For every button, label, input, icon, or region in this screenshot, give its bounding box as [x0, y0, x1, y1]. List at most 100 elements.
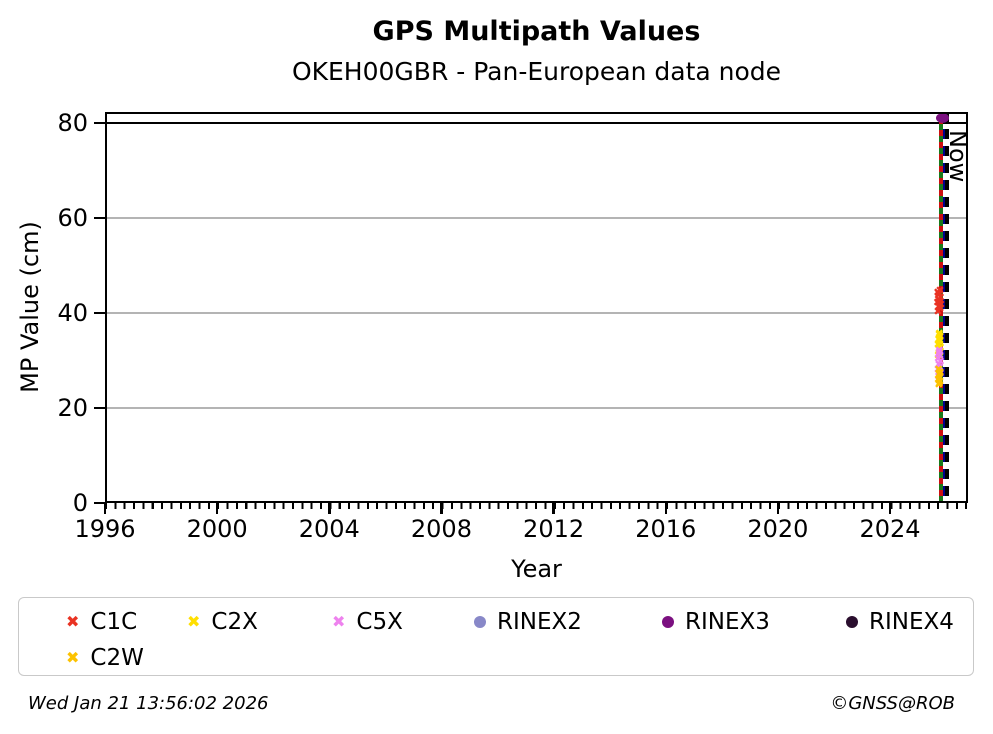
y-tick-label: 60: [57, 203, 88, 232]
data-point-c2w: ✖: [935, 370, 945, 384]
data-point-c2x: ✖: [934, 339, 944, 353]
data-point-c1c: ✖: [934, 295, 944, 309]
data-point-c2x: ✖: [935, 334, 945, 348]
copyright-credit: ©GNSS@ROB: [830, 693, 955, 714]
data-point-c5x: ✖: [933, 352, 943, 366]
y-axis-tick: [94, 311, 105, 315]
data-extent-line: [939, 112, 943, 503]
data-point-c2x: ✖: [935, 346, 945, 360]
data-point-c2w: ✖: [934, 368, 944, 382]
data-point-c2x: ✖: [935, 334, 945, 348]
y-gridline: [105, 312, 968, 314]
legend-label: RINEX4: [869, 608, 954, 635]
data-point-c2x: ✖: [933, 349, 943, 363]
legend-label: C2W: [90, 644, 144, 671]
y-tick-label: 20: [57, 393, 88, 422]
now-annotation: Now: [944, 130, 972, 183]
data-point-c2w: ✖: [935, 365, 945, 379]
y-axis-tick: [94, 121, 105, 125]
x-axis-label: Year: [511, 555, 562, 583]
x-tick-label: 1996: [74, 515, 136, 543]
legend-label: RINEX3: [685, 608, 770, 635]
data-point-c1c: ✖: [933, 292, 943, 306]
data-point-c2x: ✖: [934, 328, 944, 342]
legend-row: ✖ C2W: [66, 642, 965, 674]
data-point-c2x: ✖: [933, 337, 943, 351]
y-axis-tick: [94, 216, 105, 220]
legend-label: RINEX2: [497, 608, 582, 635]
data-point-c5x: ✖: [935, 360, 945, 374]
x-marker-icon: ✖: [66, 612, 80, 631]
data-point-c5x: ✖: [934, 346, 944, 360]
data-point-c1c: ✖: [932, 296, 943, 310]
x-tick-label: 2008: [410, 515, 472, 543]
data-point-c2x: ✖: [935, 340, 946, 354]
legend-item-c2w: ✖ C2W: [66, 644, 187, 671]
x-tick-label: 2024: [859, 515, 921, 543]
data-point-c1c: ✖: [933, 304, 943, 318]
plot-timestamp: Wed Jan 21 13:56:02 2026: [28, 693, 269, 714]
data-point-c2x: ✖: [934, 326, 945, 340]
dot-marker-icon: [846, 616, 858, 628]
legend-item-c2x: ✖ C2X: [187, 608, 332, 635]
legend-item-c5x: ✖ C5X: [332, 608, 474, 635]
data-point-c1c: ✖: [934, 288, 944, 302]
legend-label: C1C: [90, 608, 138, 635]
data-point-c2x: ✖: [935, 330, 945, 344]
dot-marker-icon: [474, 616, 486, 628]
data-point-c2w: ✖: [934, 377, 944, 391]
x-marker-icon: ✖: [332, 612, 346, 631]
data-point-c2x: ✖: [933, 332, 944, 346]
data-point-c5x: ✖: [933, 369, 944, 383]
data-point-c1c: ✖: [935, 290, 946, 304]
legend-label: C2X: [211, 608, 258, 635]
dot-marker-icon: [662, 616, 674, 628]
data-point-c5x: ✖: [934, 357, 944, 371]
data-point-c5x: ✖: [935, 354, 946, 368]
y-tick-label: 40: [57, 298, 88, 327]
x-marker-icon: ✖: [187, 612, 201, 631]
event-line: [942, 112, 946, 503]
data-point-rinex3: [936, 112, 950, 123]
y-tick-label: 0: [72, 489, 88, 517]
max-threshold-line: [105, 121, 968, 125]
data-point-c2w: ✖: [935, 375, 945, 389]
data-point-c1c: ✖: [934, 300, 944, 314]
data-point-c1c: ✖: [934, 301, 945, 315]
y-gridline: [105, 407, 968, 409]
legend-item-rinex2: RINEX2: [474, 608, 662, 635]
y-axis-tick: [94, 406, 105, 410]
legend-item-rinex4: RINEX4: [846, 608, 966, 635]
page-title: GPS Multipath Values: [372, 16, 701, 47]
data-point-c2w: ✖: [933, 372, 943, 386]
x-tick-label: 2004: [298, 515, 360, 543]
x-tick-label: 2012: [523, 515, 585, 543]
data-point-c1c: ✖: [935, 294, 945, 308]
y-gridline: [105, 217, 968, 219]
legend-row: ✖ C1C ✖ C2X ✖ C5X RINEX2 RINEX3 RINEX4: [66, 606, 965, 638]
data-point-c2w: ✖: [933, 363, 944, 377]
legend-box: ✖ C1C ✖ C2X ✖ C5X RINEX2 RINEX3 RINEX4 ✖ C2W: [18, 597, 974, 676]
legend-label: C5X: [356, 608, 403, 635]
x-axis-minor-ticks: [105, 503, 968, 509]
data-point-c1c: ✖: [933, 287, 944, 301]
data-point-c1c: ✖: [935, 302, 945, 316]
data-point-c1c: ✖: [936, 298, 946, 312]
data-point-c5x: ✖: [935, 349, 945, 363]
now-line: [944, 112, 949, 503]
data-point-c5x: ✖: [935, 366, 945, 380]
legend-item-c1c: ✖ C1C: [66, 608, 187, 635]
x-tick-label: 2000: [186, 515, 248, 543]
x-tick-label: 2020: [747, 515, 809, 543]
data-point-c5x: ✖: [933, 363, 943, 377]
data-point-c1c: ✖: [935, 284, 945, 298]
data-point-c1c: ✖: [933, 286, 943, 300]
data-point-c5x: ✖: [934, 343, 945, 357]
x-tick-label: 2016: [635, 515, 697, 543]
y-tick-label: 80: [57, 108, 88, 137]
legend-item-rinex3: RINEX3: [662, 608, 846, 635]
data-point-c2w: ✖: [934, 376, 945, 390]
data-point-c2x: ✖: [934, 343, 944, 357]
